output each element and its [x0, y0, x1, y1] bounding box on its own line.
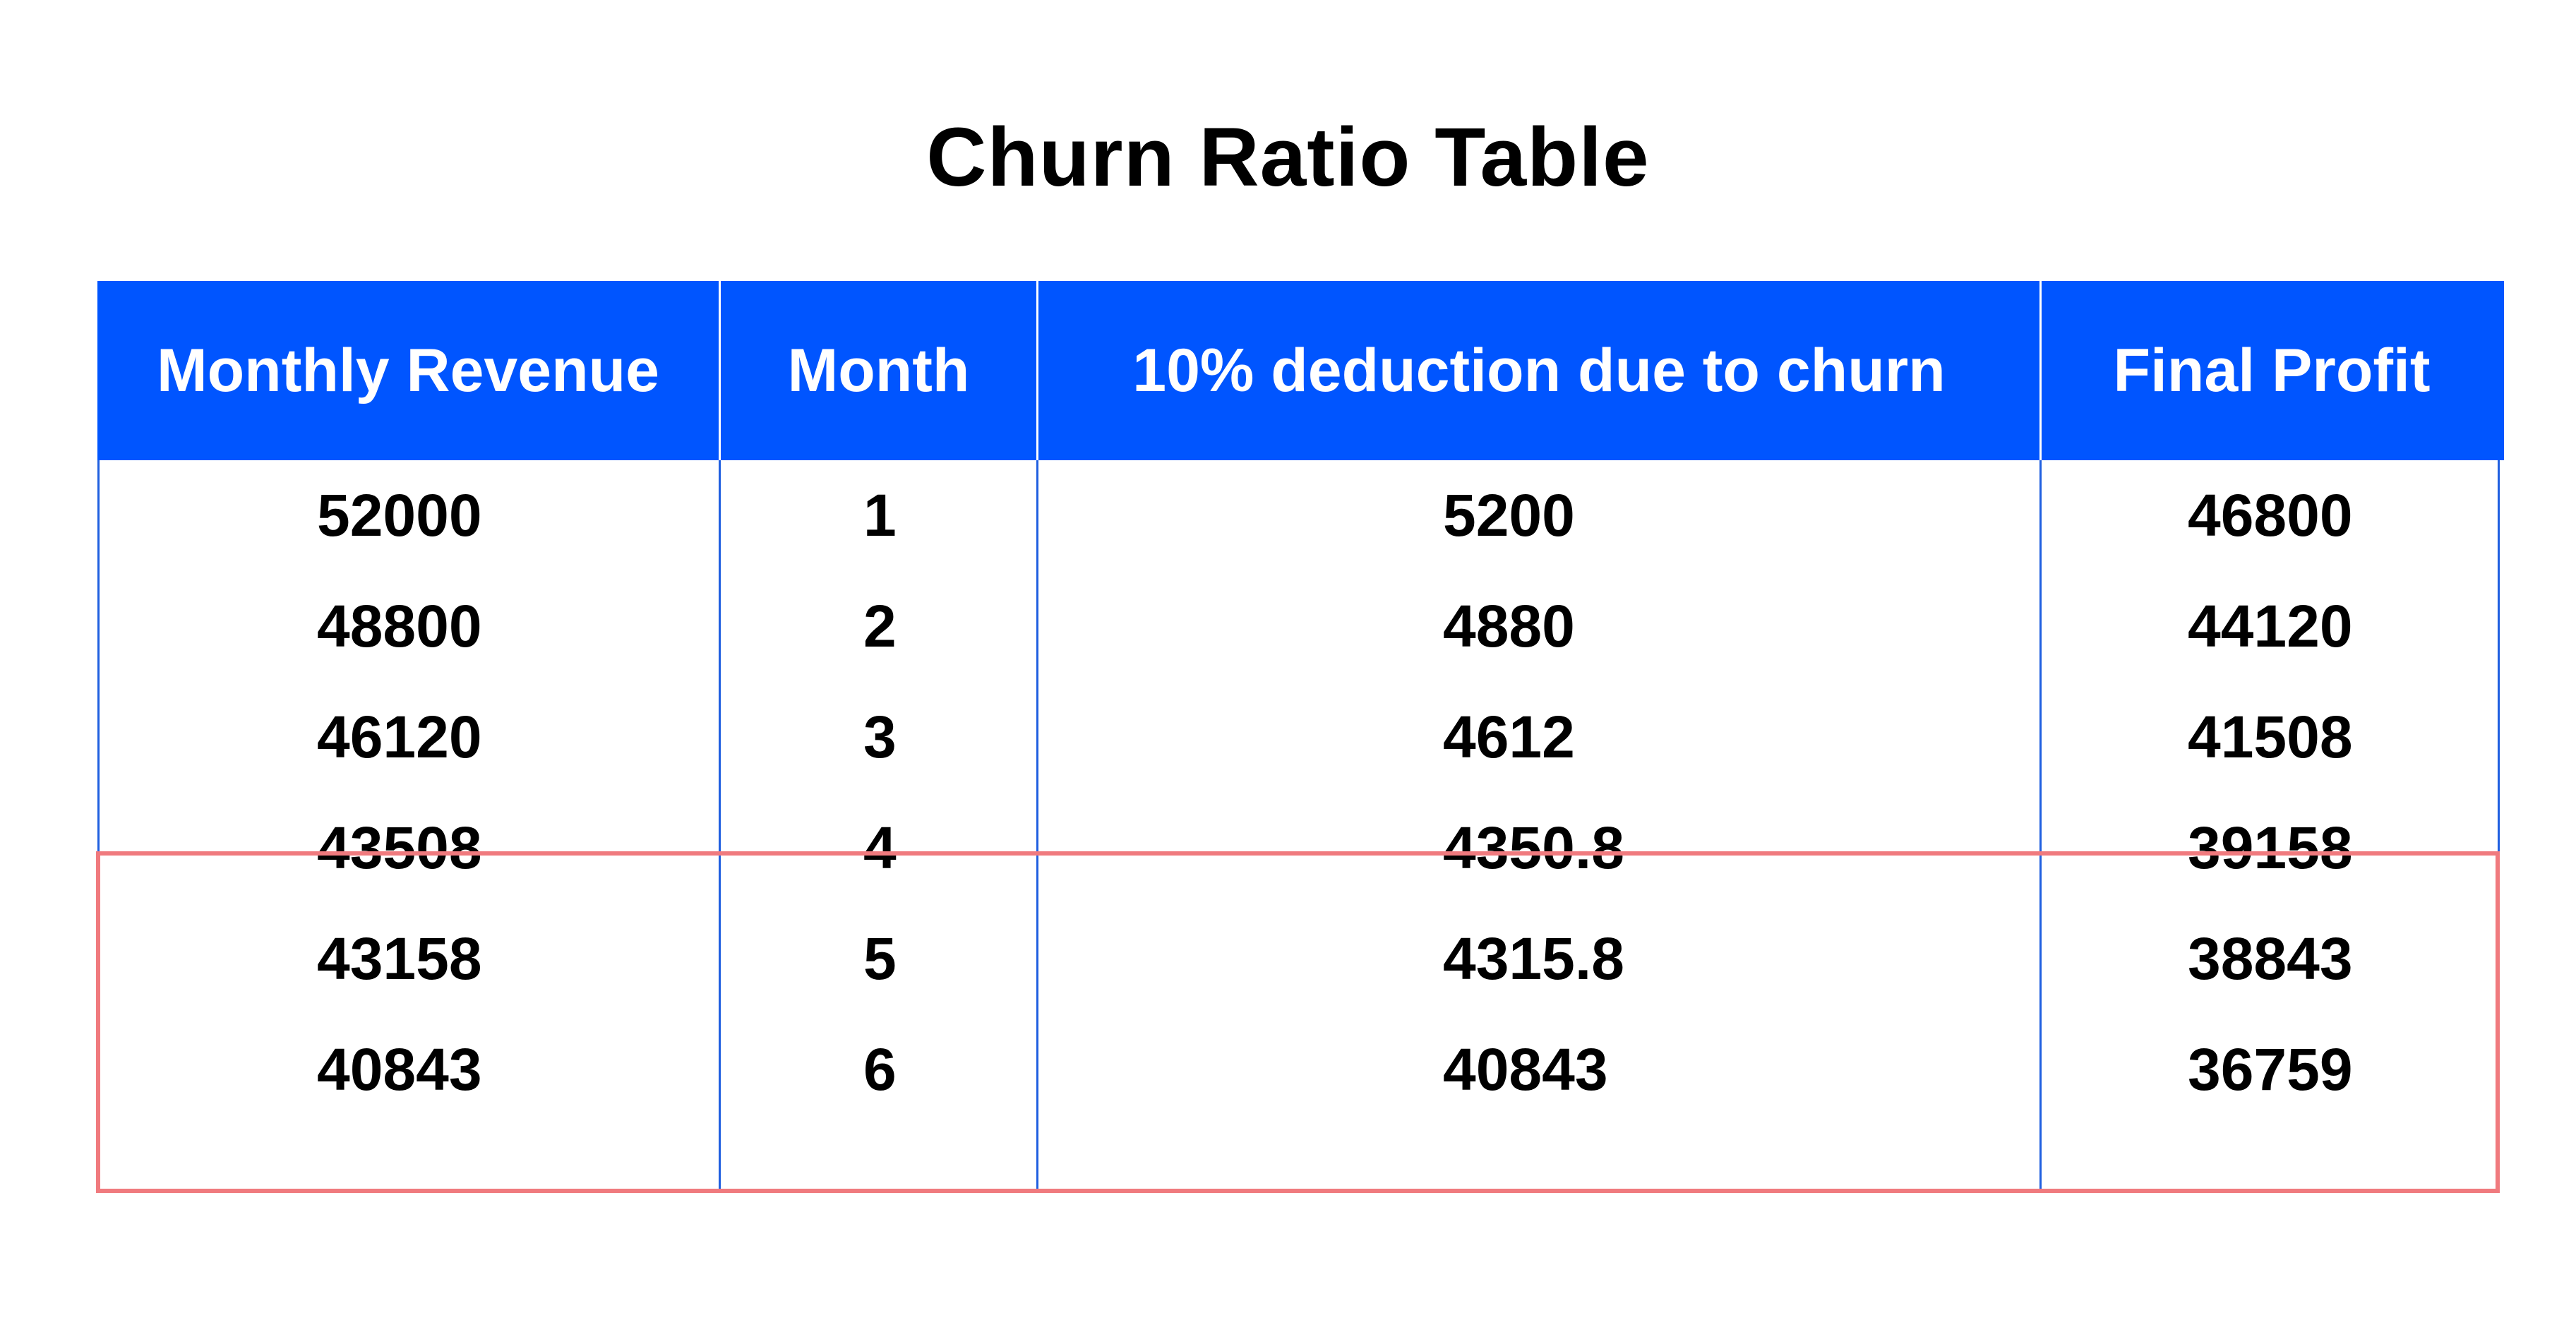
table-row: 52000 1 5200 46800: [100, 460, 2500, 571]
column-header-final-profit: Final Profit: [2113, 337, 2431, 404]
cell-deduction: 4612: [1443, 704, 1575, 770]
cell-month: 3: [863, 704, 897, 770]
cell-final-profit: 41508: [2188, 704, 2353, 770]
table-row: 43508 4 4350.8 39158: [100, 793, 2500, 904]
header-divider: [719, 281, 721, 460]
column-header-deduction: 10% deduction due to churn: [1132, 337, 1946, 404]
churn-ratio-table: Monthly Revenue Month 10% deduction due …: [97, 281, 2504, 1192]
cell-deduction: 5200: [1443, 482, 1575, 548]
column-header-month: Month: [787, 337, 970, 404]
cell-final-profit: 44120: [2188, 593, 2353, 659]
cell-monthly-revenue: 46120: [317, 704, 482, 770]
column-divider: [1036, 281, 1038, 1192]
table-row: 48800 2 4880 44120: [100, 571, 2500, 682]
cell-month: 6: [863, 1036, 897, 1103]
table-row: 40843 6 40843 36759: [100, 1014, 2500, 1125]
cell-final-profit: 38843: [2188, 925, 2353, 992]
cell-monthly-revenue: 48800: [317, 593, 482, 659]
cell-monthly-revenue: 43508: [317, 815, 482, 881]
cell-final-profit: 39158: [2188, 815, 2353, 881]
header-divider: [2039, 281, 2042, 460]
column-divider: [2039, 281, 2042, 1192]
cell-month: 5: [863, 925, 897, 992]
cell-deduction: 4880: [1443, 593, 1575, 659]
cell-month: 4: [863, 815, 897, 881]
cell-monthly-revenue: 43158: [317, 925, 482, 992]
table-row: 43158 5 4315.8 38843: [100, 904, 2500, 1014]
cell-monthly-revenue: 52000: [317, 482, 482, 548]
cell-deduction: 4315.8: [1443, 925, 1624, 992]
cell-final-profit: 36759: [2188, 1036, 2353, 1103]
page-title: Churn Ratio Table: [926, 111, 1650, 204]
cell-deduction: 40843: [1443, 1036, 1608, 1103]
table-header: Monthly Revenue Month 10% deduction due …: [97, 281, 2504, 460]
cell-deduction: 4350.8: [1443, 815, 1624, 881]
column-divider: [719, 281, 721, 1192]
cell-monthly-revenue: 40843: [317, 1036, 482, 1103]
cell-month: 2: [863, 593, 897, 659]
cell-final-profit: 46800: [2188, 482, 2353, 548]
column-header-monthly-revenue: Monthly Revenue: [157, 337, 659, 404]
header-divider: [1036, 281, 1038, 460]
cell-month: 1: [863, 482, 897, 548]
table-row: 46120 3 4612 41508: [100, 682, 2500, 793]
